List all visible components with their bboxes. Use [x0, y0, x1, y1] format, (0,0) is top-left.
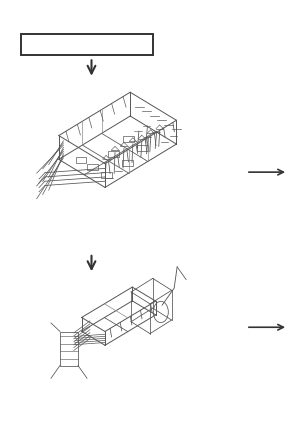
Bar — [21, 34, 153, 55]
